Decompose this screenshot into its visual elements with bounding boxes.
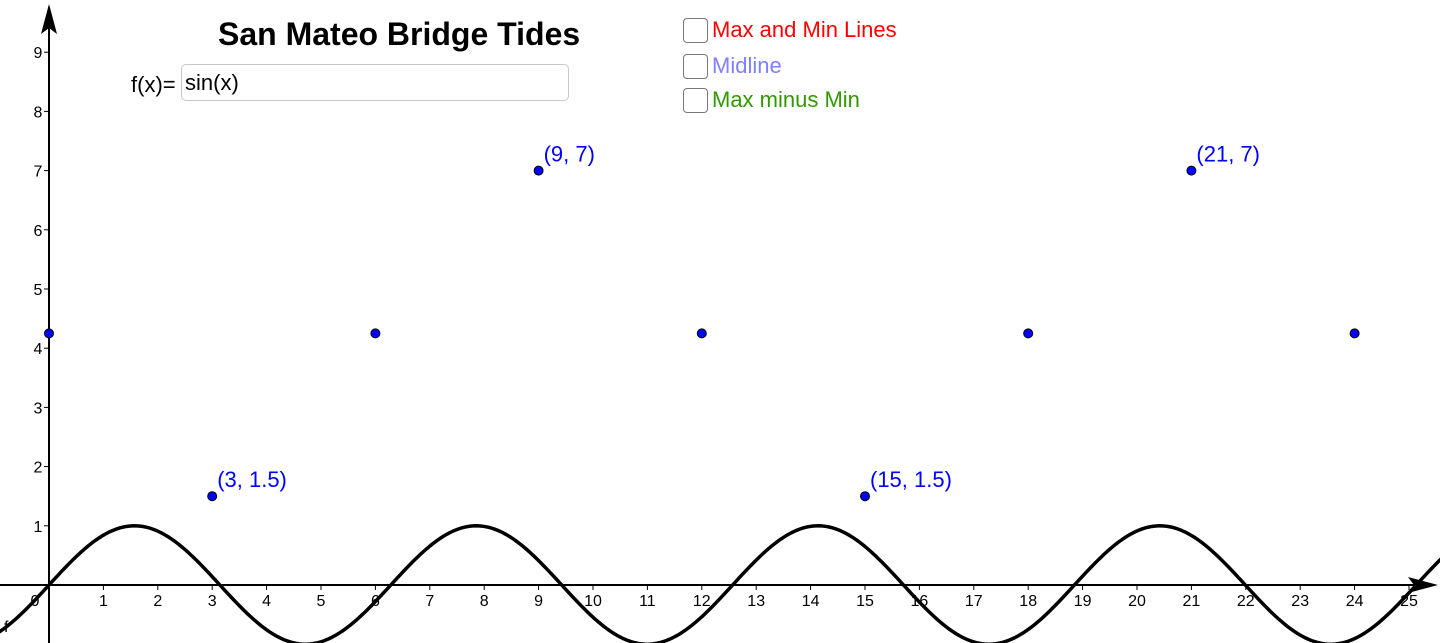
- max-minus-min-checkbox[interactable]: Max minus Min: [683, 87, 860, 113]
- y-tick-label: 6: [34, 223, 43, 240]
- point-label: (15, 1.5): [870, 467, 952, 492]
- data-point[interactable]: [696, 328, 707, 339]
- x-tick-label: 7: [425, 593, 434, 610]
- y-tick-label: 5: [34, 282, 43, 299]
- x-tick-label: 20: [1128, 593, 1146, 610]
- point-label: (3, 1.5): [217, 467, 287, 492]
- checkbox-label: Max and Min Lines: [712, 17, 897, 42]
- x-tick-label: 5: [317, 593, 326, 610]
- checkbox-box[interactable]: [683, 87, 708, 113]
- x-tick-label: 9: [534, 593, 543, 610]
- point-label: (21, 7): [1196, 142, 1260, 167]
- data-point[interactable]: [1349, 328, 1360, 339]
- x-tick-label: 1: [99, 593, 108, 610]
- data-point[interactable]: [44, 328, 54, 339]
- function-curve[interactable]: [0, 524, 1440, 643]
- y-axis-arrow: [41, 4, 57, 34]
- page-title: San Mateo Bridge Tides: [218, 16, 581, 52]
- x-tick-label: 15: [856, 593, 874, 610]
- point-label: (9, 7): [544, 142, 595, 167]
- x-tick-label: 18: [1019, 593, 1037, 610]
- x-tick-label: 12: [693, 593, 711, 610]
- x-tick-label: 16: [911, 593, 929, 610]
- x-tick-label: 13: [747, 593, 765, 610]
- x-tick-label: 19: [1074, 593, 1092, 610]
- y-tick-label: 9: [34, 45, 43, 62]
- midline-checkbox[interactable]: Midline: [683, 53, 782, 79]
- checkbox-box[interactable]: [683, 53, 708, 79]
- data-point[interactable]: [1186, 165, 1197, 176]
- max-min-lines-checkbox[interactable]: Max and Min Lines: [683, 17, 897, 43]
- y-tick-label: 4: [34, 341, 43, 358]
- data-point[interactable]: [207, 491, 218, 502]
- checkbox-box[interactable]: [683, 17, 708, 43]
- y-tick-label: 2: [34, 460, 43, 477]
- x-tick-label: 11: [639, 593, 656, 610]
- y-tick-label: 8: [34, 104, 43, 121]
- x-tick-label: 17: [965, 593, 983, 610]
- x-tick-label: 0: [31, 593, 40, 610]
- x-axis-arrow: [1408, 577, 1438, 593]
- y-tick-label: 7: [34, 164, 43, 181]
- x-tick-label: 10: [584, 593, 602, 610]
- x-tick-label: 8: [480, 593, 489, 610]
- function-input[interactable]: [181, 64, 569, 101]
- x-tick-label: 23: [1291, 593, 1309, 610]
- curve-label: f: [4, 619, 9, 636]
- data-point[interactable]: [860, 491, 870, 502]
- x-tick-label: 22: [1237, 593, 1255, 610]
- x-tick-label: 4: [262, 593, 271, 610]
- x-tick-label: 21: [1183, 593, 1201, 610]
- y-tick-label: 1: [34, 519, 43, 536]
- data-point[interactable]: [370, 328, 381, 339]
- y-tick-label: 3: [34, 400, 43, 417]
- function-input-label: f(x)=: [131, 72, 176, 97]
- checkbox-label: Midline: [712, 53, 782, 78]
- x-tick-label: 14: [802, 593, 820, 610]
- x-tick-label: 2: [153, 593, 162, 610]
- x-tick-label: 25: [1400, 593, 1418, 610]
- x-tick-label: 6: [371, 593, 380, 610]
- data-point[interactable]: [533, 165, 544, 176]
- data-point[interactable]: [1023, 328, 1034, 339]
- checkbox-label: Max minus Min: [712, 87, 860, 112]
- x-tick-label: 3: [208, 593, 217, 610]
- x-tick-label: 24: [1346, 593, 1364, 610]
